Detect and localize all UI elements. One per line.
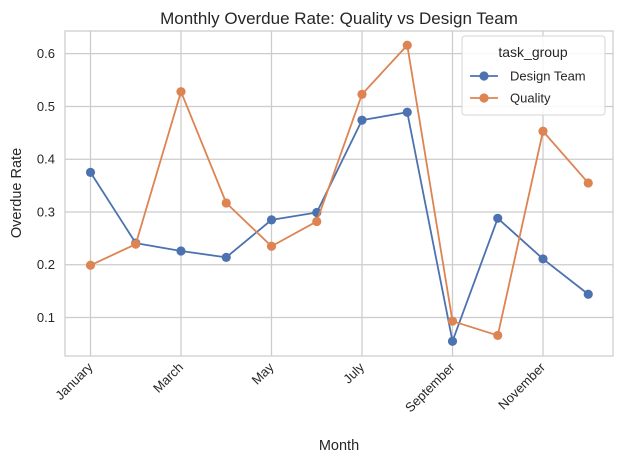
data-point [131, 239, 141, 249]
legend-dot-marker [479, 93, 489, 103]
legend: task_group Design Team Quality [461, 35, 606, 116]
series-layer [85, 40, 593, 346]
data-point [266, 215, 277, 225]
series-line [90, 44, 589, 337]
data-point [447, 316, 458, 326]
chart-title: Monthly Overdue Rate: Quality vs Design … [160, 9, 518, 28]
data-point [85, 167, 96, 177]
x-tick-label: July [340, 359, 367, 386]
y-axis-ticks: 0.1 0.2 0.3 0.4 0.5 0.6 [37, 46, 55, 325]
data-point [266, 241, 277, 251]
y-tick-label: 0.2 [37, 257, 55, 272]
x-tick-label: November [495, 359, 548, 412]
x-tick-label: January [52, 359, 96, 403]
data-point [85, 260, 96, 270]
data-point [583, 289, 593, 299]
x-tick-label: May [249, 359, 277, 387]
data-point [402, 107, 412, 117]
legend-label: Design Team [510, 69, 586, 84]
data-point [221, 198, 231, 208]
x-tick-label: March [150, 360, 186, 396]
y-tick-label: 0.3 [37, 204, 55, 219]
legend-label: Quality [510, 91, 551, 106]
data-point [493, 330, 503, 341]
plot-area-frame [64, 30, 614, 357]
y-tick-label: 0.5 [37, 99, 55, 114]
data-point [357, 115, 367, 125]
legend-box [461, 35, 606, 116]
legend-dot-marker [479, 71, 489, 81]
x-axis-ticks: January March May July September November [52, 359, 548, 415]
data-point [176, 87, 186, 97]
legend-entry: Quality [470, 91, 551, 106]
legend-title: task_group [498, 44, 567, 60]
series-quality [85, 40, 593, 341]
data-point [221, 252, 231, 262]
y-tick-label: 0.1 [37, 310, 55, 325]
series-design-team [85, 107, 593, 346]
data-point [447, 336, 458, 346]
data-point [402, 40, 412, 50]
series-line [89, 111, 589, 343]
data-point [538, 126, 548, 136]
x-tick-label: September [402, 359, 458, 415]
data-point [538, 254, 548, 264]
y-tick-label: 0.4 [37, 152, 55, 167]
data-point [493, 213, 503, 223]
data-point [312, 216, 322, 227]
y-tick-label: 0.6 [37, 46, 55, 61]
data-point [583, 178, 593, 188]
x-axis-label: Month [319, 438, 359, 454]
legend-entry: Design Team [470, 69, 586, 84]
y-axis-label: Overdue Rate [9, 148, 25, 238]
data-point [176, 246, 186, 256]
data-point [357, 89, 367, 99]
